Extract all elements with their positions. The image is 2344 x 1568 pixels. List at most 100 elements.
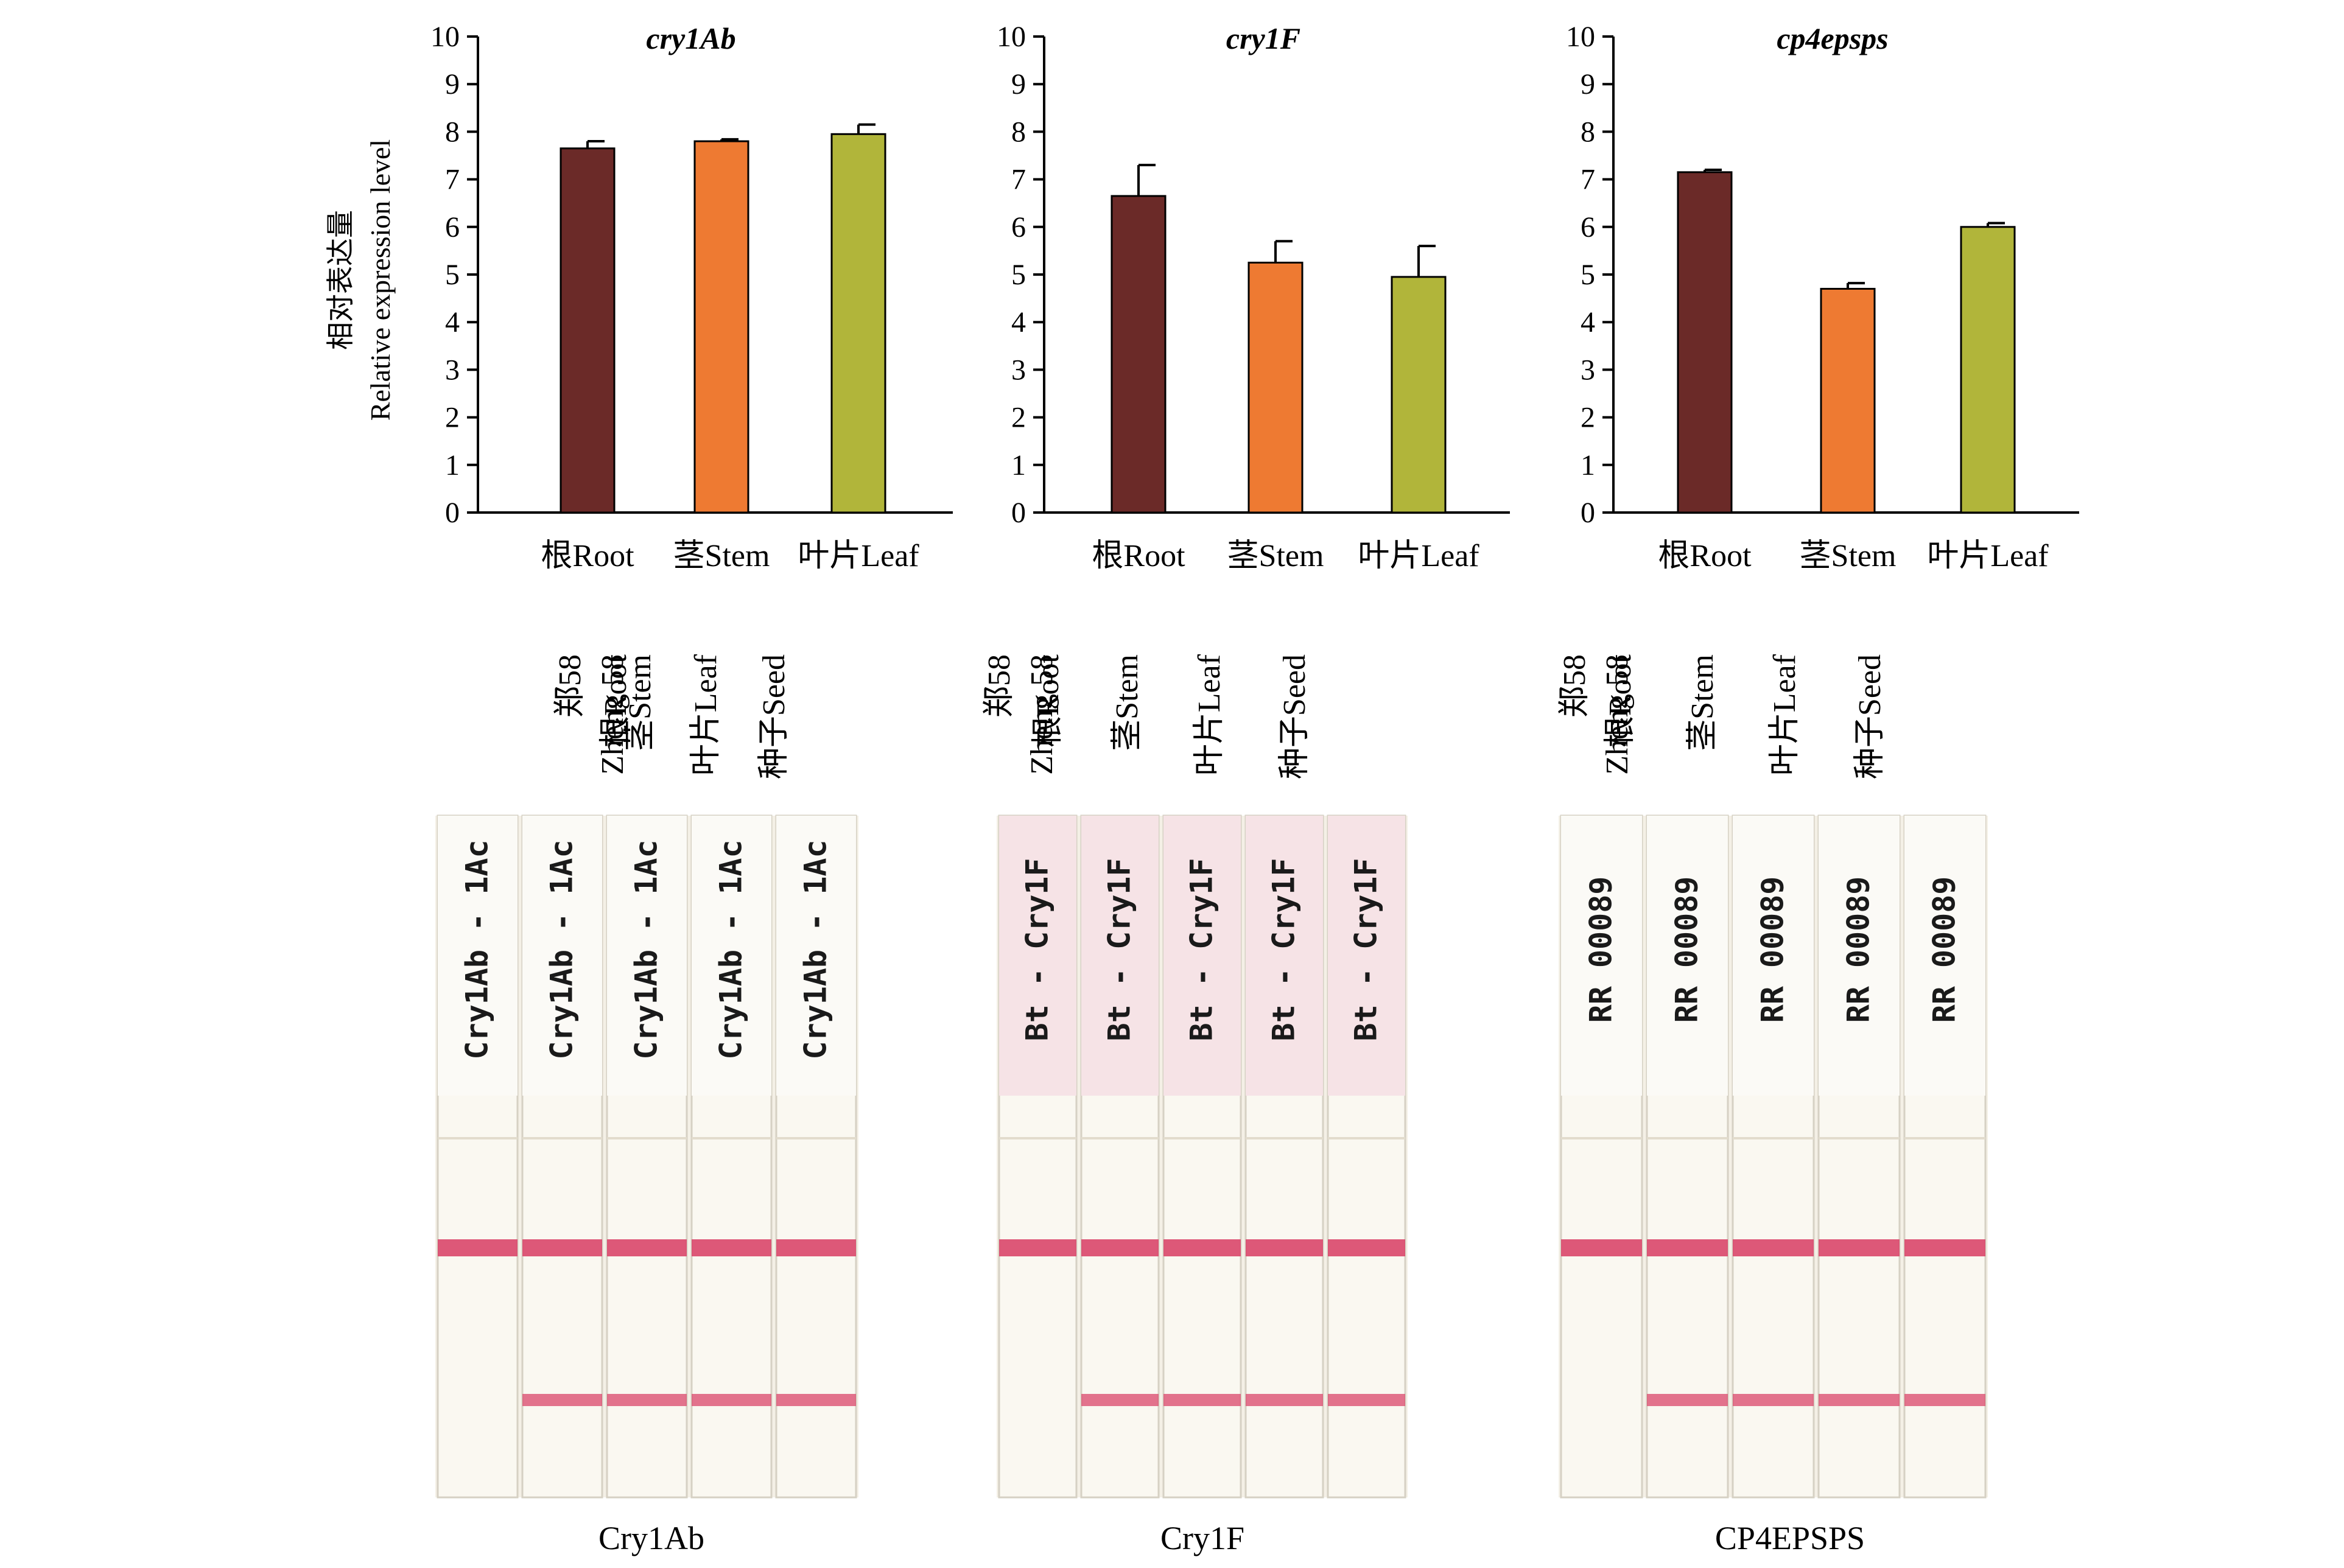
y-tick-label: 5: [445, 259, 460, 291]
lane-label: 种子Seed: [1853, 654, 1887, 779]
bar: [1111, 195, 1167, 514]
strip-label-area: [607, 816, 687, 1096]
strip-label-area: [1246, 816, 1323, 1096]
lane-label: 郑58: [982, 654, 1017, 718]
strip-print-label: Cry1Ab - 1Ac: [714, 839, 749, 1059]
strip-print-label: Bt - Cry1F: [1266, 858, 1302, 1041]
strip-label-area: [522, 816, 602, 1096]
y-tick-label: 7: [1011, 164, 1026, 196]
y-tick-label: 0: [1011, 497, 1026, 529]
lane-label-en: Zheng 58: [1025, 654, 1059, 775]
bar: [693, 140, 749, 514]
lane-label: 根Root: [1031, 654, 1065, 747]
y-tick-label: 2: [445, 402, 460, 434]
strip-label-area: [1081, 816, 1159, 1096]
strip-print-label: RR 00089: [1841, 877, 1876, 1023]
test-line: [1328, 1394, 1405, 1406]
category-label: 茎Stem: [673, 539, 770, 573]
y-tick-label: 10: [430, 21, 460, 53]
strip-label-area: [1904, 816, 1985, 1096]
strip-print-label: Cry1Ab - 1Ac: [544, 839, 580, 1059]
test-line: [1081, 1394, 1159, 1406]
lane-label: 根Root: [598, 654, 633, 747]
y-tick-label: 6: [1011, 211, 1026, 243]
category-label: 根Root: [1092, 539, 1185, 573]
lane-label-en: Zheng 58: [595, 654, 630, 775]
lane-label: 郑58: [553, 654, 588, 718]
strip-caption: CP4EPSPS: [1715, 1520, 1865, 1556]
control-line: [1328, 1239, 1405, 1256]
strip-label-area: [1733, 816, 1814, 1096]
strip-label-area: [438, 816, 518, 1096]
y-tick-label: 5: [1011, 259, 1026, 291]
y-tick-label: 10: [997, 21, 1026, 53]
category-label: 叶片Leaf: [1927, 539, 2049, 573]
test-line: [692, 1394, 771, 1406]
y-tick-label: 3: [1581, 354, 1595, 386]
control-line: [438, 1239, 518, 1256]
chart-title: cp4epsps: [1777, 21, 1888, 55]
bar: [1820, 287, 1876, 514]
y-axis-title: 相对表达量 Relative expression level: [325, 139, 396, 421]
strip-print-label: Bt - Cry1F: [1184, 858, 1219, 1041]
category-label: 茎Stem: [1800, 539, 1897, 573]
category-label: 叶片Leaf: [798, 539, 919, 573]
bar: [1247, 261, 1304, 514]
bar: [1677, 171, 1733, 514]
lane-label: 郑58: [1557, 654, 1592, 718]
y-tick-label: 10: [1566, 21, 1595, 53]
category-label: 根Root: [541, 539, 634, 573]
y-tick-label: 5: [1581, 259, 1595, 291]
control-line: [1647, 1239, 1728, 1256]
lane-label: 叶片Leaf: [1767, 654, 1802, 775]
control-line: [692, 1239, 771, 1256]
y-axis-title-en: Relative expression level: [365, 139, 396, 421]
bar: [1960, 226, 2016, 514]
test-line: [1163, 1394, 1241, 1406]
bar: [830, 133, 886, 514]
y-tick-label: 1: [1581, 449, 1595, 481]
y-tick-label: 3: [1011, 354, 1026, 386]
test-line: [1733, 1394, 1814, 1406]
lane-label-en: Zheng 58: [1600, 654, 1635, 775]
y-tick-label: 8: [1011, 116, 1026, 148]
y-tick-label: 4: [1011, 306, 1026, 338]
chart-title: cry1Ab: [646, 21, 735, 55]
y-tick-label: 9: [1011, 68, 1026, 100]
y-tick-label: 9: [1581, 68, 1595, 100]
y-tick-label: 1: [1011, 449, 1026, 481]
strip-panel-cry1f: Cry1F Bt - Cry1F Bt - Cry1F Bt - Cry1F Bt -…: [982, 654, 1408, 1556]
y-tick-label: 7: [445, 164, 460, 196]
strip-label-area: [1561, 816, 1642, 1096]
control-line: [1246, 1239, 1323, 1256]
strip-print-label: Bt - Cry1F: [1349, 858, 1384, 1041]
test-line: [1246, 1394, 1323, 1406]
test-line: [522, 1394, 602, 1406]
strip-label-area: [776, 816, 856, 1096]
control-line: [1081, 1239, 1159, 1256]
test-line: [1647, 1394, 1728, 1406]
strip-print-label: Cry1Ab - 1Ac: [629, 839, 664, 1059]
test-line: [1819, 1394, 1900, 1406]
strip-label-area: [692, 816, 771, 1096]
strip-label-area: [1163, 816, 1241, 1096]
lane-label: 茎Stem: [623, 654, 658, 751]
strip-caption: Cry1Ab: [598, 1520, 704, 1556]
control-line: [999, 1239, 1076, 1256]
control-line: [522, 1239, 602, 1256]
control-line: [1904, 1239, 1985, 1256]
y-tick-label: 8: [445, 116, 460, 148]
bar-chart-cry1f: cry1F 0 1 2 3 4 5 6 7 8 9 10 根Root 茎Stem 叶片Leaf: [997, 21, 1510, 573]
category-label: 根Root: [1658, 539, 1752, 573]
bar-chart-cp4epsps: cp4epsps 0 1 2 3 4 5 6 7 8 9 10 根Root 茎Stem 叶片Leaf: [1566, 21, 2079, 573]
strip-print-label: RR 00089: [1669, 877, 1705, 1023]
control-line: [1163, 1239, 1241, 1256]
control-line: [1819, 1239, 1900, 1256]
lane-label: 根Root: [1603, 654, 1638, 747]
bar: [560, 147, 616, 514]
category-label: 叶片Leaf: [1358, 539, 1479, 573]
category-label: 茎Stem: [1227, 539, 1324, 573]
y-tick-label: 2: [1011, 402, 1026, 434]
y-tick-label: 7: [1581, 164, 1595, 196]
